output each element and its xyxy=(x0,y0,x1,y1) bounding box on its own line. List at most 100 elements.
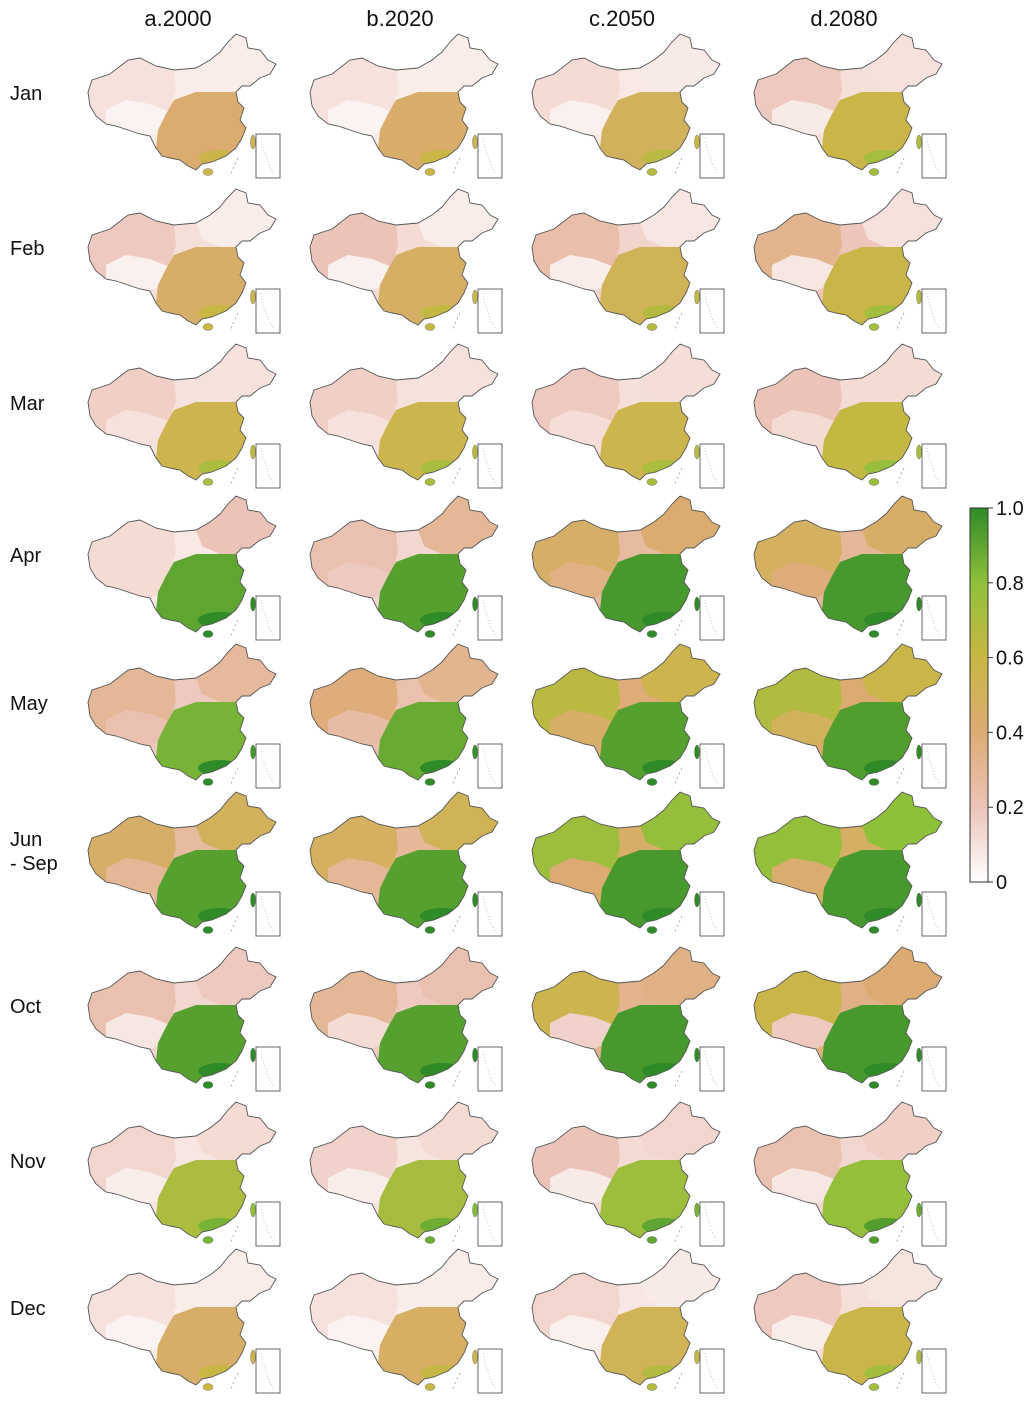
nine-dash-line xyxy=(895,619,905,639)
map-northeast-region xyxy=(196,792,276,850)
inset-map-frame xyxy=(255,288,281,334)
map-border xyxy=(309,946,499,1084)
nine-dash-line xyxy=(451,915,461,935)
taiwan-island xyxy=(916,1349,922,1365)
map-fill-group xyxy=(754,1102,942,1238)
map-border xyxy=(753,1248,943,1386)
map-border xyxy=(87,343,277,481)
map-cell-r2-c2 xyxy=(514,340,726,490)
map-fill-group xyxy=(88,1249,276,1385)
map-border xyxy=(87,946,277,1084)
nine-dash-line xyxy=(673,1372,683,1392)
map-fill-group xyxy=(310,644,498,780)
map-cell-r4-c0 xyxy=(70,640,282,790)
row-label-5: Jun - Sep xyxy=(10,829,58,875)
nine-dash-line xyxy=(229,915,239,935)
nine-dash-line xyxy=(229,1225,239,1245)
inset-islands xyxy=(482,137,497,175)
inset-map-frame xyxy=(921,891,947,937)
map-northeast-region xyxy=(862,1102,942,1160)
nine-dash-line xyxy=(895,915,905,935)
map-plateau-region xyxy=(106,710,170,746)
inset-map-frame xyxy=(477,1046,503,1092)
map-cell-r1-c1 xyxy=(292,185,504,335)
inset-map-frame xyxy=(477,743,503,789)
map-cell-r2-c1 xyxy=(292,340,504,490)
map-plateau-region xyxy=(772,710,836,746)
map-northeast-region xyxy=(418,644,498,702)
china-map xyxy=(753,791,947,937)
map-fill-group xyxy=(532,189,720,325)
inset-islands xyxy=(926,1352,941,1390)
map-plateau-region xyxy=(550,858,614,894)
map-plateau-region xyxy=(328,858,392,894)
hainan-island xyxy=(646,926,658,934)
colorbar-tick-label: 0.6 xyxy=(996,648,1024,670)
china-map xyxy=(309,495,503,641)
china-map xyxy=(531,188,725,334)
map-northeast-region xyxy=(640,34,720,92)
nine-dash-line xyxy=(229,767,239,787)
map-cell-r7-c2 xyxy=(514,1098,726,1248)
china-map xyxy=(87,1248,281,1394)
map-cell-r8-c2 xyxy=(514,1245,726,1395)
map-plateau-region xyxy=(550,100,614,136)
map-cell-r3-c0 xyxy=(70,492,282,642)
map-border xyxy=(87,643,277,781)
row-label-1: Feb xyxy=(10,238,45,260)
nine-dash-line xyxy=(673,767,683,787)
taiwan-island xyxy=(250,1202,256,1218)
map-plateau-region xyxy=(772,100,836,136)
inset-islands xyxy=(704,1352,719,1390)
map-northeast-region xyxy=(640,947,720,1005)
inset-islands xyxy=(482,1205,497,1243)
map-cell-r0-c2 xyxy=(514,30,726,180)
map-cell-r5-c1 xyxy=(292,788,504,938)
map-cell-r5-c2 xyxy=(514,788,726,938)
inset-islands xyxy=(482,447,497,485)
inset-map-frame xyxy=(255,743,281,789)
map-northeast-region xyxy=(862,644,942,702)
hainan-island xyxy=(646,1383,658,1391)
map-plateau-region xyxy=(550,255,614,291)
inset-islands xyxy=(926,1205,941,1243)
map-fill-group xyxy=(310,344,498,480)
map-border xyxy=(531,1101,721,1239)
china-map xyxy=(753,495,947,641)
inset-islands xyxy=(926,1050,941,1088)
map-northeast-region xyxy=(640,344,720,402)
map-plateau-region xyxy=(106,255,170,291)
map-fill-group xyxy=(88,496,276,632)
map-northeast-region xyxy=(418,34,498,92)
map-northeast-region xyxy=(196,496,276,554)
inset-islands xyxy=(704,599,719,637)
taiwan-island xyxy=(916,289,922,305)
taiwan-island xyxy=(472,1349,478,1365)
map-cell-r6-c3 xyxy=(736,943,948,1093)
nine-dash-line xyxy=(895,767,905,787)
map-cell-r0-c3 xyxy=(736,30,948,180)
hainan-island xyxy=(646,1081,658,1089)
inset-map-frame xyxy=(699,1348,725,1394)
inset-map-frame xyxy=(477,288,503,334)
map-cell-r7-c0 xyxy=(70,1098,282,1248)
map-border xyxy=(531,343,721,481)
row-label-4: May xyxy=(10,693,48,715)
map-plateau-region xyxy=(772,255,836,291)
map-cell-r1-c0 xyxy=(70,185,282,335)
map-fill-group xyxy=(532,344,720,480)
map-cell-r1-c2 xyxy=(514,185,726,335)
hainan-island xyxy=(868,1383,880,1391)
taiwan-island xyxy=(916,892,922,908)
map-northeast-region xyxy=(862,792,942,850)
map-plateau-region xyxy=(328,1168,392,1204)
map-northeast-region xyxy=(640,189,720,247)
map-plateau-region xyxy=(106,100,170,136)
map-border xyxy=(753,946,943,1084)
inset-islands xyxy=(926,895,941,933)
map-northeast-region xyxy=(640,644,720,702)
taiwan-island xyxy=(694,892,700,908)
hainan-island xyxy=(424,1081,436,1089)
map-border xyxy=(309,495,499,633)
nine-dash-line xyxy=(673,312,683,332)
